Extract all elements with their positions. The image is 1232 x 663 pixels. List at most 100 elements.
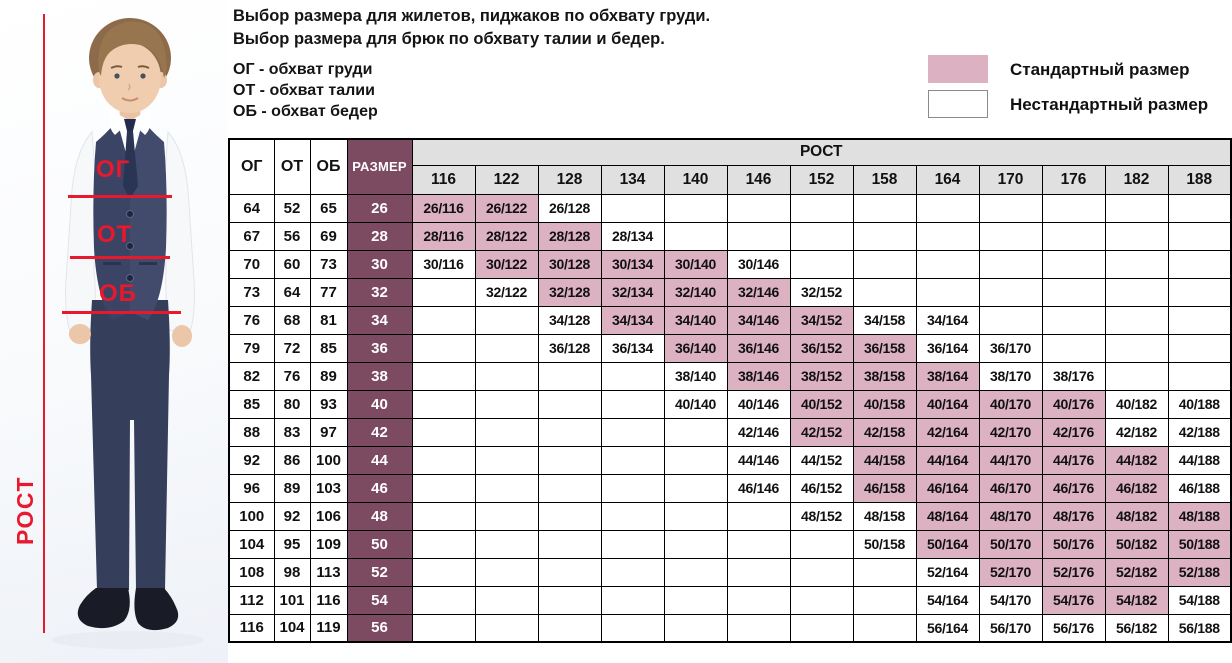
size-height-cell: 42/182 [1104,417,1169,447]
empty-cell [789,193,854,223]
size-height-cell: 34/128 [537,305,602,335]
waist-value: 60 [273,249,311,279]
size-value: 42 [346,417,413,447]
empty-cell [1104,221,1169,251]
size-height-cell: 36/140 [663,333,728,363]
size-height-cell: 52/176 [1041,557,1106,587]
size-height-cell: 26/116 [411,193,476,223]
size-height-cell: 46/188 [1167,473,1232,503]
empty-cell [663,613,728,643]
size-height-cell: 32/128 [537,277,602,307]
size-height-cell: 42/176 [1041,417,1106,447]
size-height-cell: 28/122 [474,221,539,251]
height-header-122: 122 [474,164,539,195]
chest-value: 100 [228,501,275,531]
empty-cell [1167,193,1232,223]
empty-cell [915,249,980,279]
empty-cell [411,277,476,307]
size-height-cell: 30/140 [663,249,728,279]
empty-cell [852,221,917,251]
height-header-164: 164 [915,164,980,195]
size-height-cell: 54/164 [915,585,980,615]
size-height-cell: 42/146 [726,417,791,447]
size-height-cell: 52/164 [915,557,980,587]
size-height-cell: 40/182 [1104,389,1169,419]
size-height-cell: 48/152 [789,501,854,531]
nonstandard-size-label: Нестандартный размер [1010,95,1209,114]
size-value: 40 [346,389,413,419]
size-height-cell: 40/188 [1167,389,1232,419]
size-height-cell: 48/182 [1104,501,1169,531]
size-height-cell: 56/182 [1104,613,1169,643]
size-height-cell: 30/122 [474,249,539,279]
empty-cell [852,585,917,615]
waist-value: 104 [273,613,311,643]
empty-cell [1104,249,1169,279]
empty-cell [411,305,476,335]
empty-cell [663,529,728,559]
size-height-cell: 48/176 [1041,501,1106,531]
empty-cell [474,585,539,615]
chest-value: 85 [228,389,275,419]
height-header-170: 170 [978,164,1043,195]
empty-cell [1041,249,1106,279]
size-value: 48 [346,501,413,531]
empty-cell [978,221,1043,251]
size-height-cell: 32/134 [600,277,665,307]
height-header-152: 152 [789,164,854,195]
empty-cell [537,585,602,615]
size-height-cell: 40/158 [852,389,917,419]
hips-value: 119 [309,613,348,643]
size-height-cell: 32/122 [474,277,539,307]
empty-cell [411,445,476,475]
empty-cell [978,277,1043,307]
empty-cell [726,501,791,531]
size-height-cell: 36/146 [726,333,791,363]
waist-value: 64 [273,277,311,307]
size-height-cell: 52/170 [978,557,1043,587]
size-height-cell: 50/164 [915,529,980,559]
hips-value: 116 [309,585,348,615]
table-row-size-56: 116 104 119 56 56/164 56/170 56/176 56/182 56/18… [228,613,1232,643]
table-row-size-48: 100 92 106 48 48/152 48/158 48/164 48/170 48/176… [228,501,1232,531]
size-height-cell: 34/146 [726,305,791,335]
chest-measure-rule [68,195,172,198]
empty-cell [663,585,728,615]
size-height-cell: 40/164 [915,389,980,419]
chest-value: 116 [228,613,275,643]
hips-value: 103 [309,473,348,503]
size-height-cell: 40/146 [726,389,791,419]
empty-cell [1167,221,1232,251]
size-height-cell: 36/158 [852,333,917,363]
column-header-size: РАЗМЕР [346,138,413,195]
size-height-cell: 56/164 [915,613,980,643]
empty-cell [1041,193,1106,223]
hips-value: 109 [309,529,348,559]
size-height-cell: 44/158 [852,445,917,475]
size-height-cell: 42/164 [915,417,980,447]
table-row-size-52: 108 98 113 52 52/164 52/170 52/176 52/182 52/188 [228,557,1232,587]
empty-cell [411,389,476,419]
empty-cell [474,529,539,559]
size-height-cell: 38/158 [852,361,917,391]
hips-value: 85 [309,333,348,363]
empty-cell [726,613,791,643]
height-header-140: 140 [663,164,728,195]
height-measure-line [43,14,45,633]
title-line-2: Выбор размера для брюк по обхвату талии … [233,30,665,48]
size-height-cell: 56/176 [1041,613,1106,643]
size-value: 28 [346,221,413,251]
waist-value: 98 [273,557,311,587]
abbrev-chest: ОГ - обхват груди [233,61,373,78]
abbrev-hips: ОБ - обхват бедер [233,103,378,120]
hips-value: 100 [309,445,348,475]
empty-cell [600,557,665,587]
size-height-cell: 48/188 [1167,501,1232,531]
empty-cell [852,557,917,587]
waist-measure-label: ОТ [97,221,133,248]
height-header-134: 134 [600,164,665,195]
empty-cell [789,557,854,587]
empty-cell [600,389,665,419]
size-value: 34 [346,305,413,335]
